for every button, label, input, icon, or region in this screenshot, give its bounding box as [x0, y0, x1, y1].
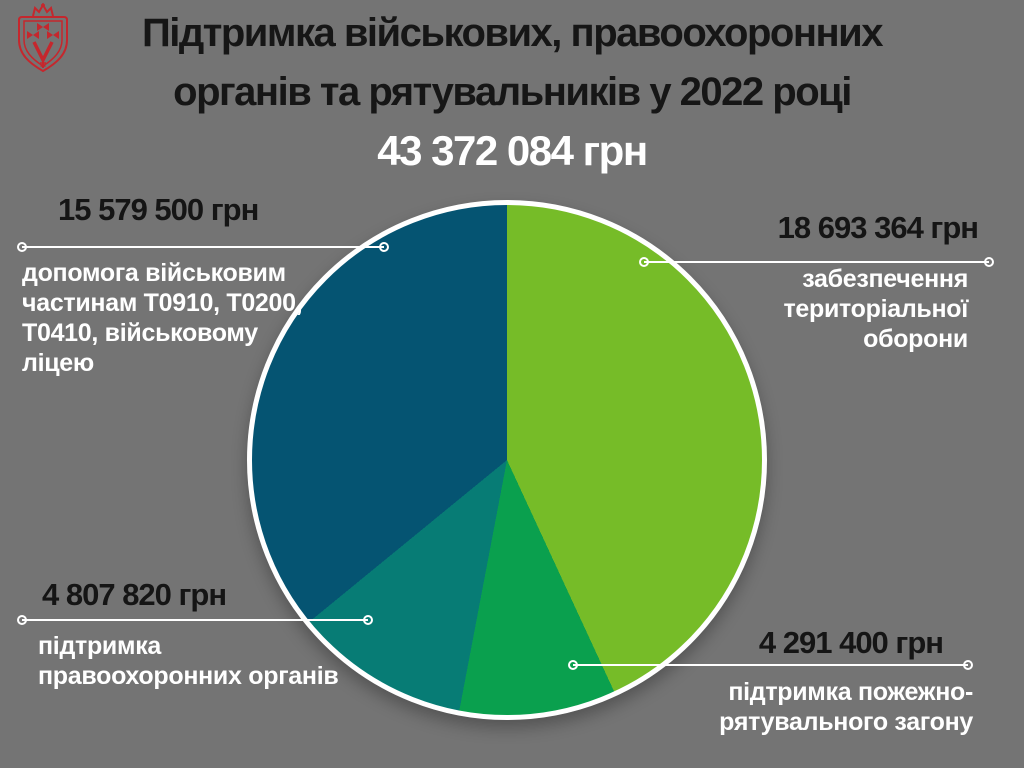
callout-value-territorial: 18 693 364 грн [777, 210, 979, 245]
callout-dot-fire-rescue-outer [963, 660, 973, 670]
callout-desc-fire-rescue-line: рятувального загону [719, 708, 973, 736]
callout-dot-military-pie [379, 242, 389, 252]
callout-dot-fire-rescue-pie [568, 660, 578, 670]
callout-desc-law-enforcement: підтримка правоохоронних органів [38, 631, 339, 691]
callout-line-military [22, 246, 384, 248]
page-title-line-2: органів та рятувальників у 2022 році [173, 70, 852, 114]
callout-desc-fire-rescue-line: підтримка пожежно- [728, 678, 973, 706]
coat-of-arms-icon [18, 2, 68, 73]
callout-dot-territorial-outer [984, 257, 994, 267]
callout-desc-territorial-line: оборони [863, 325, 968, 353]
callout-line-territorial [644, 261, 989, 263]
callout-dot-military-outer [17, 242, 27, 252]
callout-line-law-enforcement [22, 619, 368, 621]
callout-dot-territorial-pie [639, 257, 649, 267]
page-title-line-1: Підтримка військових, правоохоронних [141, 11, 884, 55]
callout-desc-military: допомога військовим частинам Т0910, Т020… [22, 258, 303, 378]
pie-chart [247, 200, 767, 720]
callout-desc-law-enforcement-line: підтримка [38, 632, 162, 660]
city-coat-of-arms-logo [12, 2, 76, 76]
callout-line-fire-rescue [573, 664, 968, 666]
title-block: Підтримка військових, правоохоронних орг… [0, 4, 1024, 180]
callout-desc-fire-rescue: підтримка пожежно- рятувального загону [719, 677, 973, 737]
callout-desc-territorial-line: забезпечення [802, 265, 968, 293]
callout-value-law-enforcement: 4 807 820 грн [42, 577, 227, 612]
callout-value-military: 15 579 500 грн [58, 192, 259, 227]
callout-dot-law-enforcement-pie [363, 615, 373, 625]
callout-desc-territorial-line: територіальної [783, 295, 968, 323]
callout-dot-law-enforcement-outer [17, 615, 27, 625]
callout-desc-military-line: допомога військовим [22, 259, 286, 287]
callout-desc-military-line: частинам Т0910, Т0200, [22, 289, 303, 317]
callout-desc-law-enforcement-line: правоохоронних органів [38, 662, 339, 690]
callout-desc-territorial: забезпечення територіальної оборони [783, 264, 968, 354]
callout-desc-military-line: Т0410, військовому [22, 319, 258, 347]
callout-value-fire-rescue: 4 291 400 грн [758, 625, 944, 660]
total-amount: 43 372 084 грн [377, 127, 648, 174]
callout-desc-military-line: ліцею [22, 349, 94, 377]
